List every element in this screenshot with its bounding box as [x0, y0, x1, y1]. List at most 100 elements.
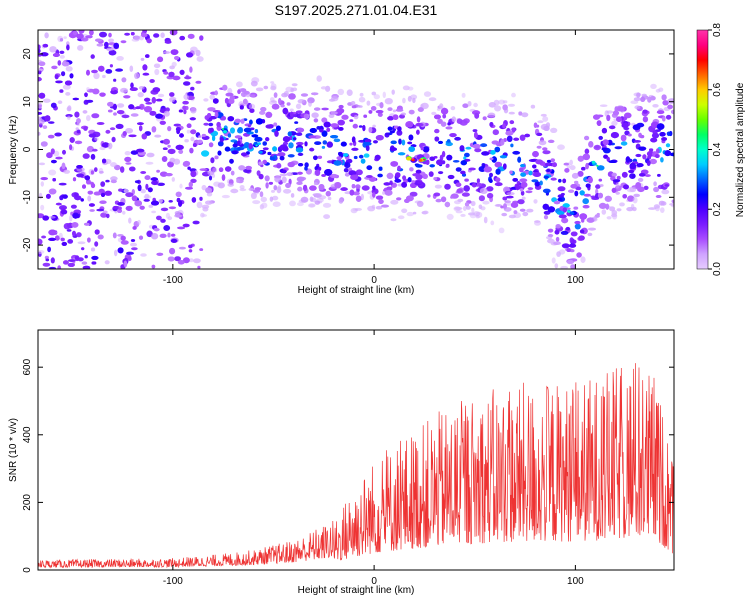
spectrogram-cell	[162, 147, 168, 150]
spectrogram-cell	[260, 196, 267, 203]
spectrogram-cell	[70, 204, 77, 209]
spectrogram-cell	[563, 162, 569, 166]
spectrogram-cell	[313, 155, 318, 161]
spectrogram-cell	[665, 114, 672, 120]
spectrogram-cell	[384, 132, 390, 138]
spectrogram-cell	[407, 95, 412, 102]
spectrogram-cell	[415, 169, 422, 174]
spectrogram-cell	[122, 210, 126, 215]
spectrogram-cell	[174, 211, 181, 215]
spectrogram-cell	[123, 188, 129, 193]
spectrogram-cell	[137, 122, 144, 125]
spectrogram-cell	[502, 196, 508, 201]
spectrogram-cell	[210, 157, 215, 164]
spectrogram-cell	[38, 61, 46, 66]
spectrogram-cell	[273, 122, 278, 127]
spectrogram-cell	[250, 192, 257, 199]
spectrogram-cell	[500, 205, 504, 209]
spectrogram-cell	[608, 160, 617, 164]
spectrogram-cell	[358, 125, 363, 128]
spectrogram-cell	[96, 122, 105, 125]
snr-axes: -100 0 100 0 200 400 600	[22, 330, 674, 587]
spectrogram-cell	[272, 146, 277, 152]
spectrogram-cell	[44, 32, 49, 39]
spectrogram-cell	[125, 162, 132, 165]
spectrogram-cell	[610, 213, 618, 218]
snr-xtick-label: 100	[567, 576, 584, 587]
spectrogram-cell	[535, 181, 540, 187]
spectrogram-cell	[169, 65, 175, 70]
spectrogram-cell	[53, 150, 60, 157]
spectrogram-cell	[375, 135, 384, 141]
spectrogram-cell	[581, 166, 586, 171]
spectrogram-cell	[390, 161, 399, 167]
spectrogram-cell	[102, 210, 108, 214]
spectrogram-cell	[603, 154, 608, 159]
spectrogram-ytick-label: 20	[22, 48, 33, 60]
spectrogram-cell	[146, 38, 152, 44]
spectrogram-cell	[304, 141, 308, 147]
spectrogram-cell	[350, 174, 358, 180]
spectrogram-cell	[229, 158, 234, 164]
spectrogram-cell	[282, 169, 287, 174]
spectrogram-cell	[416, 129, 420, 135]
spectrogram-cell	[314, 200, 321, 205]
spectrogram-cell	[124, 151, 131, 156]
spectrogram-cell	[662, 116, 666, 122]
spectrogram-cell	[658, 87, 664, 92]
spectrogram-cell	[635, 153, 642, 158]
spectrogram-cell	[69, 215, 73, 222]
spectrogram-cell	[250, 80, 258, 87]
spectrogram-cell	[620, 141, 628, 146]
spectrogram-cell	[38, 68, 44, 72]
spectrogram-cell	[227, 183, 234, 187]
spectrogram-cell	[464, 202, 470, 207]
spectrogram-cell	[428, 97, 437, 102]
spectrogram-cell	[59, 50, 65, 54]
spectrogram-cell	[230, 188, 239, 194]
spectrogram-cell	[596, 114, 604, 118]
spectrogram-cell	[372, 192, 376, 198]
spectrogram-cell	[75, 127, 79, 131]
spectrogram-cell	[400, 112, 407, 116]
spectrogram-cell	[629, 173, 636, 180]
spectrogram-cell	[234, 135, 242, 139]
spectrogram-cell	[601, 127, 608, 134]
spectrogram-cell	[156, 169, 161, 173]
spectrogram-cell	[521, 112, 529, 118]
spectrogram-cell	[212, 135, 216, 142]
spectrogram-cell	[632, 206, 637, 212]
spectrogram-cell	[265, 137, 270, 142]
spectrogram-cell	[454, 136, 461, 141]
spectrogram-cell	[74, 140, 83, 145]
spectrogram-cell	[255, 118, 263, 125]
spectrogram-cell	[624, 112, 632, 119]
spectrogram-cell	[358, 96, 366, 103]
spectrogram-cell	[117, 247, 124, 254]
colorbar: 0.0 0.2 0.4 0.6 0.8 Normalized spectral ampl…	[696, 23, 746, 276]
spectrogram-cell	[42, 125, 48, 129]
spectrogram-cell	[446, 213, 454, 220]
spectrogram-cell	[473, 102, 478, 108]
spectrogram-cell	[349, 189, 355, 196]
spectrogram-cell	[441, 107, 449, 115]
spectrogram-cell	[588, 141, 594, 148]
spectrogram-cell	[402, 97, 406, 104]
spectrogram-cell	[434, 128, 440, 134]
colorbar-tick-label: 0.0	[712, 262, 723, 276]
spectrogram-cell	[69, 137, 75, 143]
spectrogram-cell	[100, 212, 108, 218]
spectrogram-ytick-label: -10	[22, 190, 33, 205]
spectrogram-cell	[151, 264, 156, 269]
spectrogram-cell	[222, 84, 228, 91]
spectrogram-cell	[265, 111, 273, 118]
spectrogram-cell	[221, 194, 230, 199]
spectrogram-cell	[154, 68, 160, 76]
spectrogram-cell	[386, 186, 393, 191]
spectrogram-cell	[57, 60, 62, 66]
spectrogram-cell	[145, 183, 149, 190]
spectrogram-cell	[556, 251, 561, 257]
spectrogram-cell	[125, 128, 133, 134]
spectrogram-cell	[297, 152, 304, 156]
spectrogram-cell	[288, 142, 294, 149]
